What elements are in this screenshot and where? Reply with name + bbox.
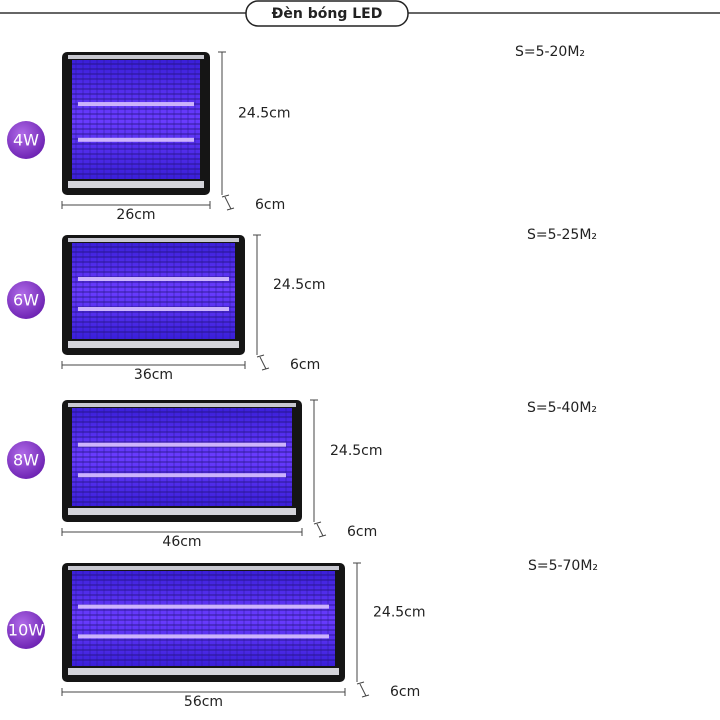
dim-tick bbox=[361, 694, 370, 698]
depth-label: 6cm bbox=[255, 197, 285, 213]
uv-tube bbox=[78, 307, 229, 311]
depth-dim bbox=[359, 683, 367, 697]
power-label: 8W bbox=[13, 451, 39, 470]
lamp-top-rail bbox=[68, 238, 239, 242]
lamp-glow bbox=[72, 243, 235, 339]
depth-label: 6cm bbox=[290, 357, 320, 373]
power-label: 4W bbox=[13, 131, 39, 150]
power-badge bbox=[7, 281, 45, 319]
depth-dim bbox=[316, 523, 324, 537]
height-label: 24.5cm bbox=[373, 605, 426, 621]
uv-tube bbox=[78, 137, 194, 142]
depth-label: 6cm bbox=[390, 684, 420, 700]
width-label: 26cm bbox=[116, 207, 155, 223]
power-badge bbox=[7, 121, 45, 159]
lamp-top-rail bbox=[68, 403, 296, 407]
depth-dim bbox=[259, 356, 267, 370]
lamp-bottom-rail bbox=[68, 508, 296, 515]
power-badge bbox=[7, 611, 45, 649]
area-label: S=5-25M₂ bbox=[527, 227, 597, 243]
area-label: S=5-70M₂ bbox=[528, 558, 598, 574]
uv-tube bbox=[78, 442, 286, 447]
height-label: 24.5cm bbox=[273, 277, 326, 293]
lamp-bottom-rail bbox=[68, 668, 339, 675]
width-label: 46cm bbox=[162, 534, 201, 550]
uv-tube bbox=[78, 277, 229, 281]
height-label: 24.5cm bbox=[330, 443, 383, 459]
dim-tick bbox=[221, 194, 230, 198]
dim-tick bbox=[356, 681, 365, 685]
header-title: Đèn bóng LED bbox=[272, 6, 383, 22]
lamp-top-rail bbox=[68, 566, 339, 570]
power-badge bbox=[7, 441, 45, 479]
dim-tick bbox=[313, 521, 322, 525]
lamp-bottom-rail bbox=[68, 181, 204, 188]
uv-tube bbox=[78, 473, 286, 478]
dim-tick bbox=[261, 367, 270, 371]
width-label: 56cm bbox=[184, 694, 223, 710]
area-label: S=5-20M₂ bbox=[515, 44, 585, 60]
dim-tick bbox=[318, 534, 327, 538]
uv-tube bbox=[78, 102, 194, 107]
lamp-bottom-rail bbox=[68, 341, 239, 348]
depth-dim bbox=[224, 196, 232, 210]
height-label: 24.5cm bbox=[238, 106, 291, 122]
area-label: S=5-40M₂ bbox=[527, 400, 597, 416]
power-label: 10W bbox=[8, 621, 44, 640]
dim-tick bbox=[226, 207, 235, 211]
width-label: 36cm bbox=[134, 367, 173, 383]
uv-tube bbox=[78, 604, 329, 609]
dim-tick bbox=[256, 354, 265, 358]
power-label: 6W bbox=[13, 291, 39, 310]
header-pill bbox=[245, 0, 409, 27]
uv-tube bbox=[78, 634, 329, 639]
depth-label: 6cm bbox=[347, 524, 377, 540]
lamp-top-rail bbox=[68, 55, 204, 59]
